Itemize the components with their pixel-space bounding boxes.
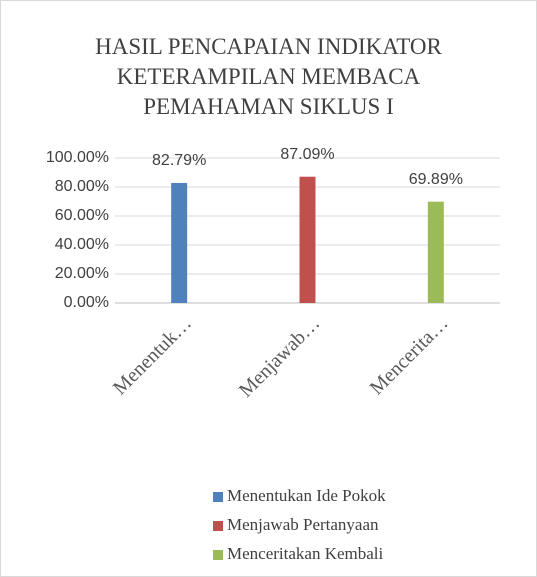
legend-label: Menjawab Pertanyaan: [227, 515, 379, 534]
legend-swatch: [213, 550, 223, 560]
y-tick-label: 20.00%: [55, 265, 109, 282]
data-label: 69.89%: [409, 171, 463, 188]
bar: [299, 176, 316, 303]
legend-label: Menentukan Ide Pokok: [227, 486, 386, 505]
y-tick-label: 0.00%: [64, 294, 109, 311]
legend-swatch: [213, 492, 223, 502]
y-tick-label: 80.00%: [55, 178, 109, 195]
x-tick-label: Menentuk…: [109, 312, 196, 399]
legend-label: Menceritakan Kembali: [227, 544, 384, 563]
x-tick-label: Menjawab…: [235, 312, 324, 401]
bar: [171, 182, 188, 303]
bar: [427, 201, 444, 303]
y-tick-label: 60.00%: [55, 207, 109, 224]
data-label: 82.79%: [152, 152, 206, 169]
data-label: 87.09%: [280, 146, 334, 163]
legend-swatch: [213, 521, 223, 531]
x-tick-label: Mencerita…: [366, 312, 453, 399]
y-tick-label: 40.00%: [55, 236, 109, 253]
y-tick-label: 100.00%: [46, 149, 109, 166]
chart-title: HASIL PENCAPAIAN INDIKATOR KETERAMPILAN …: [95, 34, 442, 119]
